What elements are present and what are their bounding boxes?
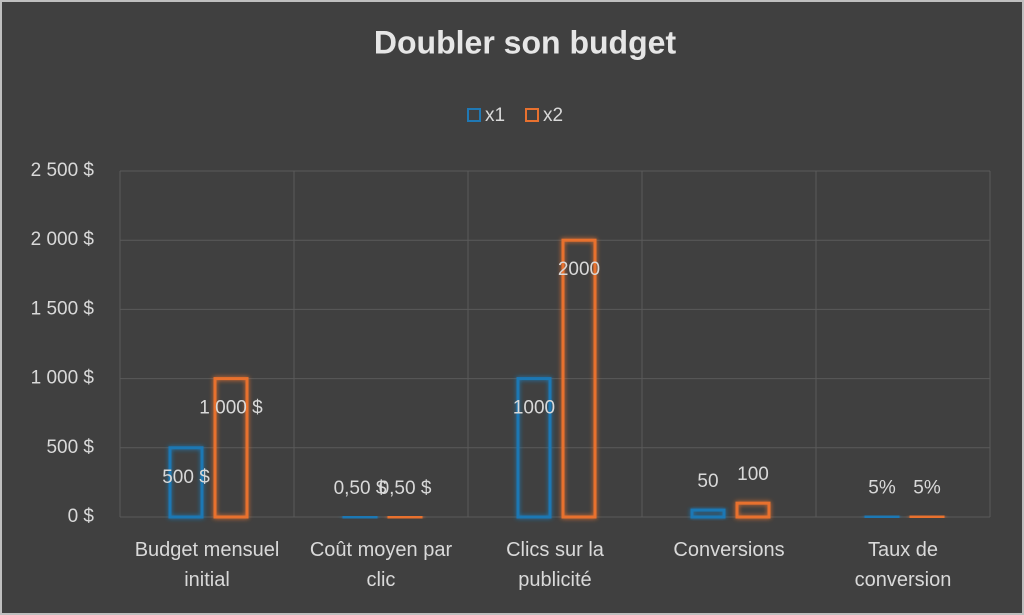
y-tick-label: 1 500 $ [31,298,95,319]
legend-swatch [467,108,481,122]
bar [387,515,423,520]
x-tick-label: Budget mensuel initial [134,539,280,591]
value-label: 5% [868,477,896,498]
x-tick-label: Taux de conversion [854,539,952,591]
y-tick-label: 0 $ [68,506,95,527]
legend-label: x1 [485,105,505,126]
value-label: 0,50 $ [379,478,432,499]
y-tick-label: 1 000 $ [31,368,95,389]
value-label: 0,50 $ [334,478,387,499]
x-tick-label: Clics sur la publicité [506,539,604,591]
bar [864,514,900,519]
value-label: 1 000 $ [199,398,263,419]
value-label: 50 [697,471,718,492]
y-tick-label: 500 $ [46,437,94,458]
bar [909,514,945,519]
bar [690,508,726,519]
bar [735,501,771,519]
bar [516,377,552,519]
y-tick-label: 2 500 $ [31,160,95,181]
x-tick-label: Conversions [673,539,785,561]
bar [213,377,249,519]
legend-swatch [525,108,539,122]
value-label: 100 [737,464,769,485]
bar [168,446,204,519]
bar [561,238,597,519]
x-tick-label: Coût moyen par clic [309,539,453,591]
value-label: 5% [913,477,941,498]
chart-title: Doubler son budget [374,24,677,60]
value-label: 2000 [558,259,600,280]
y-tick-label: 2 000 $ [31,229,95,250]
value-label: 500 $ [162,467,210,488]
legend-label: x2 [543,105,563,126]
bar [342,515,378,520]
value-label: 1000 [513,398,555,419]
